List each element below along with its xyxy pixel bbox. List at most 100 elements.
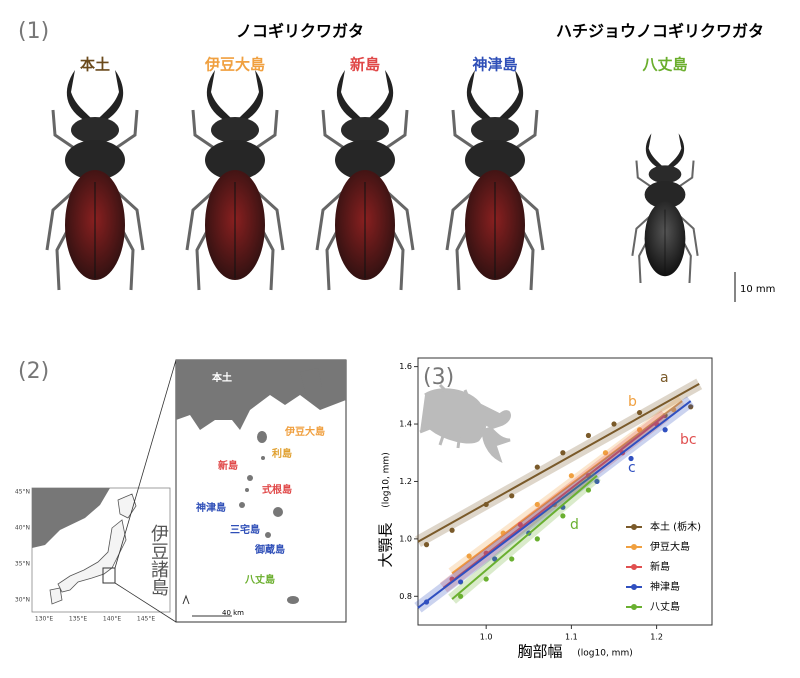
- data-point: [449, 527, 455, 533]
- mandible: [645, 133, 663, 169]
- panel-label: (2): [18, 359, 49, 384]
- mandible: [239, 70, 264, 122]
- fit-line: [417, 382, 700, 543]
- mandible: [99, 70, 124, 122]
- beetle-photo: [445, 70, 545, 291]
- x-tick-label: 1.2: [650, 633, 663, 642]
- data-point: [560, 450, 566, 456]
- legend-label: 本土 (栃木): [650, 520, 701, 533]
- legend-marker: [631, 604, 637, 610]
- legend-marker: [631, 564, 637, 570]
- data-point: [568, 473, 574, 479]
- lat-label: 40°N: [15, 525, 30, 532]
- beetle-silhouette: [419, 383, 511, 463]
- island-label: 式根島: [262, 483, 292, 496]
- legend-label: 新島: [650, 560, 670, 573]
- panel-label: (3): [423, 365, 454, 390]
- island-label: 新島: [218, 459, 238, 472]
- lat-label: 30°N: [15, 597, 30, 604]
- pronotum: [335, 140, 395, 180]
- mandible: [66, 70, 91, 122]
- data-point: [534, 536, 540, 542]
- data-point: [466, 553, 472, 559]
- inset-map: [175, 359, 347, 623]
- data-point: [509, 556, 515, 562]
- data-point: [688, 404, 694, 410]
- data-point: [594, 478, 600, 485]
- island-label: 御蔵島: [254, 543, 285, 556]
- scale-bar-label: 10 mm: [740, 284, 775, 295]
- pronotum: [465, 140, 525, 180]
- head: [341, 117, 389, 143]
- map-scale: 40 km: [222, 609, 244, 617]
- y-tick-label: 0.8: [399, 592, 412, 601]
- mandible: [369, 70, 394, 122]
- pronotum: [65, 140, 125, 180]
- data-point: [628, 455, 634, 462]
- mandible: [667, 133, 685, 169]
- data-point: [611, 421, 617, 427]
- data-point: [458, 579, 464, 585]
- group-letter: b: [628, 394, 637, 410]
- fit-line: [451, 474, 598, 600]
- y-tick-label: 1.4: [399, 420, 412, 429]
- y-axis-unit: (log10, mm): [382, 452, 392, 507]
- x-axis-label: 胸部幅: [517, 643, 562, 661]
- population-label: 八丈島: [641, 56, 687, 74]
- panel-label: (1): [18, 19, 49, 44]
- beetle-photo: [631, 133, 699, 284]
- head: [648, 165, 682, 184]
- japan-map: [31, 359, 177, 623]
- data-point: [602, 450, 609, 456]
- fit-line: [442, 414, 666, 589]
- population-label: 本土: [80, 56, 110, 74]
- y-tick-label: 1.2: [399, 477, 412, 486]
- data-point: [509, 493, 515, 499]
- y-tick-label: 1.0: [399, 534, 412, 543]
- data-point: [458, 593, 464, 599]
- population-label: 伊豆大島: [204, 56, 265, 74]
- legend-label: 神津島: [650, 580, 680, 593]
- lon-label: 130°E: [35, 616, 53, 623]
- population-label: 新島: [350, 56, 380, 74]
- x-tick-label: 1.0: [480, 633, 493, 642]
- legend-marker: [631, 544, 637, 550]
- data-point: [483, 576, 489, 582]
- species-name: ノコギリクワガタ: [236, 22, 364, 41]
- group-letter: bc: [680, 432, 697, 448]
- fit-line: [417, 400, 692, 609]
- lat-label: 45°N: [15, 489, 30, 496]
- group-letter: a: [660, 370, 669, 386]
- beetle-photo: [315, 70, 415, 291]
- data-point: [423, 542, 430, 548]
- data-point: [585, 487, 592, 493]
- group-letter: c: [628, 460, 636, 476]
- mandible: [206, 70, 231, 122]
- data-point: [585, 432, 592, 439]
- data-point: [662, 427, 668, 433]
- island-label: 八丈島: [244, 573, 275, 586]
- data-point: [636, 409, 643, 416]
- mandible: [336, 70, 361, 122]
- head: [211, 117, 259, 143]
- mandible: [466, 70, 491, 122]
- pronotum: [205, 140, 265, 180]
- y-axis-label: 大顎長: [377, 522, 395, 567]
- island-label: 神津島: [196, 501, 226, 514]
- lon-label: 140°E: [103, 616, 121, 623]
- legend-marker: [631, 524, 637, 530]
- lat-label: 35°N: [15, 561, 30, 568]
- fit-line: [451, 400, 683, 575]
- group-letter: d: [570, 517, 579, 533]
- data-point: [560, 513, 566, 519]
- y-tick-label: 1.6: [399, 362, 412, 371]
- head: [471, 117, 519, 143]
- legend-label: 伊豆大島: [650, 540, 690, 553]
- species-name: ハチジョウノコギリクワガタ: [556, 22, 764, 41]
- legend-label: 八丈島: [650, 600, 680, 613]
- island-label: 三宅島: [230, 523, 260, 536]
- legend-marker: [631, 584, 637, 590]
- pronotum: [644, 181, 686, 209]
- island-group: 伊豆諸島: [148, 524, 169, 597]
